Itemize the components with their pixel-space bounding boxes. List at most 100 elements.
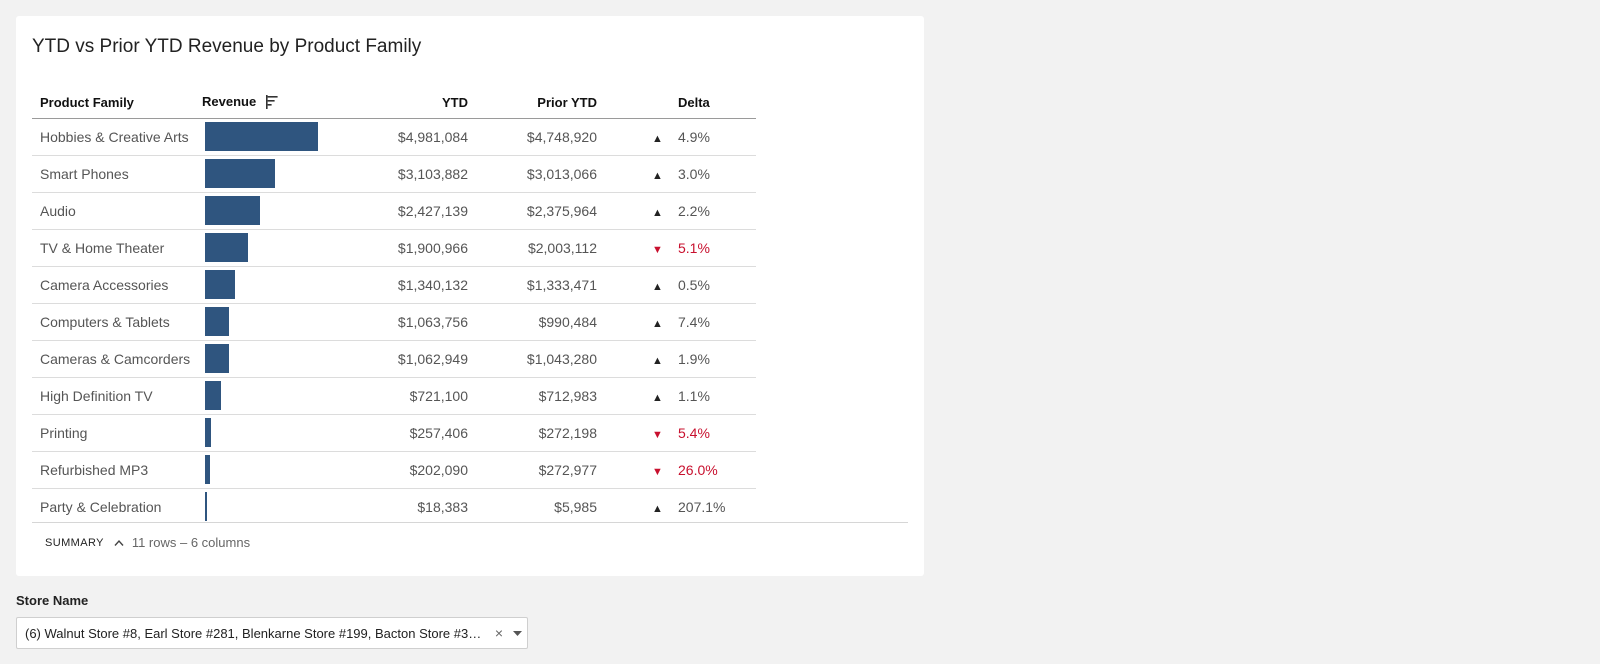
cell-prior-ytd: $3,013,066 <box>476 155 605 193</box>
cell-product-family: Refurbished MP3 <box>32 451 194 489</box>
table-row[interactable]: Refurbished MP3 $202,090 $272,977 ▼ 26.0% <box>32 451 756 489</box>
close-icon[interactable]: × <box>494 625 504 641</box>
triangle-up-icon: ▲ <box>652 391 663 404</box>
revenue-bar <box>205 196 261 225</box>
column-header-revenue[interactable]: Revenue <box>194 88 352 119</box>
triangle-up-icon: ▲ <box>652 502 663 515</box>
table-row[interactable]: Audio $2,427,139 $2,375,964 ▲ 2.2% <box>32 192 756 230</box>
cell-direction: ▼ <box>605 414 670 452</box>
table-row[interactable]: TV & Home Theater $1,900,966 $2,003,112 ▼ 5.… <box>32 229 756 267</box>
cell-product-family: Computers & Tablets <box>32 303 194 341</box>
cell-product-family: High Definition TV <box>32 377 194 415</box>
cell-product-family: Camera Accessories <box>32 266 194 304</box>
cell-direction: ▲ <box>605 340 670 378</box>
revenue-table-card: YTD vs Prior YTD Revenue by Product Fami… <box>16 16 924 576</box>
cell-revenue-bar <box>194 118 352 156</box>
column-header-product-family[interactable]: Product Family <box>32 88 194 119</box>
cell-ytd: $2,427,139 <box>352 192 476 230</box>
card-title: YTD vs Prior YTD Revenue by Product Fami… <box>32 36 422 57</box>
cell-ytd: $1,062,949 <box>352 340 476 378</box>
column-header-prior-ytd[interactable]: Prior YTD <box>476 88 605 119</box>
cell-prior-ytd: $712,983 <box>476 377 605 415</box>
column-header-label: Delta <box>678 95 710 111</box>
cell-delta: 0.5% <box>670 266 756 304</box>
revenue-bar <box>205 492 207 522</box>
cell-prior-ytd: $272,198 <box>476 414 605 452</box>
cell-direction: ▲ <box>605 118 670 156</box>
caret-down-icon[interactable] <box>513 624 522 642</box>
cell-revenue-bar <box>194 229 352 267</box>
cell-direction: ▲ <box>605 303 670 341</box>
cell-revenue-bar <box>194 377 352 415</box>
store-name-filter-select[interactable]: (6) Walnut Store #8, Earl Store #281, Bl… <box>16 617 528 649</box>
cell-prior-ytd: $272,977 <box>476 451 605 489</box>
cell-ytd: $4,981,084 <box>352 118 476 156</box>
column-header-ytd[interactable]: YTD <box>352 88 476 119</box>
chevron-up-icon[interactable] <box>114 534 124 552</box>
cell-product-family: Hobbies & Creative Arts <box>32 118 194 156</box>
column-header-label: Prior YTD <box>537 95 597 111</box>
cell-ytd: $1,340,132 <box>352 266 476 304</box>
column-header-label: Product Family <box>40 95 134 111</box>
cell-product-family: Cameras & Camcorders <box>32 340 194 378</box>
table-row[interactable]: Hobbies & Creative Arts $4,981,084 $4,748,… <box>32 118 756 156</box>
table-row[interactable]: Printing $257,406 $272,198 ▼ 5.4% <box>32 414 756 452</box>
cell-revenue-bar <box>194 451 352 489</box>
cell-prior-ytd: $5,985 <box>554 498 597 515</box>
triangle-down-icon: ▼ <box>652 243 663 256</box>
cell-prior-ytd: $1,333,471 <box>476 266 605 304</box>
revenue-bar <box>205 122 318 151</box>
column-header-label: Revenue <box>202 93 257 109</box>
table-row[interactable]: Party & Celebration $18,383 $5,985 ▲ 207.1% <box>32 488 756 525</box>
table-row[interactable]: Camera Accessories $1,340,132 $1,333,471 ▲ 0… <box>32 266 756 304</box>
revenue-bar <box>205 455 210 484</box>
column-header-label: YTD <box>442 95 468 111</box>
table-row[interactable]: Computers & Tablets $1,063,756 $990,484 ▲ 7.… <box>32 303 756 341</box>
triangle-up-icon: ▲ <box>652 280 663 293</box>
summary-info: 11 rows – 6 columns <box>131 535 251 550</box>
triangle-up-icon: ▲ <box>652 354 663 367</box>
cell-delta: 2.2% <box>670 192 756 230</box>
cell-prior-ytd: $990,484 <box>476 303 605 341</box>
cell-revenue-bar <box>194 340 352 378</box>
cell-delta: 7.4% <box>670 303 756 341</box>
triangle-up-icon: ▲ <box>652 132 663 145</box>
cell-ytd: $202,090 <box>352 451 476 489</box>
table-summary[interactable]: SUMMARY 11 rows – 6 columns <box>32 522 908 562</box>
cell-prior-ytd: $4,748,920 <box>476 118 605 156</box>
cell-ytd: $3,103,882 <box>352 155 476 193</box>
cell-delta: 4.9% <box>670 118 756 156</box>
cell-revenue-bar <box>194 488 352 525</box>
triangle-up-icon: ▲ <box>652 169 663 182</box>
summary-label: SUMMARY <box>45 536 104 549</box>
cell-product-family: Party & Celebration <box>40 498 162 515</box>
cell-delta: 1.1% <box>670 377 756 415</box>
revenue-bar <box>205 159 276 188</box>
cell-delta: 3.0% <box>670 155 756 193</box>
sort-descending-icon[interactable] <box>265 94 278 112</box>
revenue-table: Product Family Revenue YTD <box>32 88 756 525</box>
cell-delta: 5.4% <box>670 414 756 452</box>
triangle-down-icon: ▼ <box>652 428 663 441</box>
revenue-bar <box>205 307 230 336</box>
cell-revenue-bar <box>194 303 352 341</box>
store-name-filter-value[interactable]: (6) Walnut Store #8, Earl Store #281, Bl… <box>25 625 485 641</box>
table-row[interactable]: High Definition TV $721,100 $712,983 ▲ 1.1% <box>32 377 756 415</box>
cell-delta: 1.9% <box>670 340 756 378</box>
column-header-delta[interactable]: Delta <box>670 88 756 119</box>
triangle-up-icon: ▲ <box>652 317 663 330</box>
cell-delta: 207.1% <box>678 498 726 515</box>
revenue-bar <box>205 233 249 262</box>
cell-direction: ▲ <box>605 266 670 304</box>
cell-product-family: Audio <box>32 192 194 230</box>
table-row[interactable]: Cameras & Camcorders $1,062,949 $1,043,280… <box>32 340 756 378</box>
cell-delta: 26.0% <box>670 451 756 489</box>
cell-ytd: $18,383 <box>417 498 468 515</box>
table-row[interactable]: Smart Phones $3,103,882 $3,013,066 ▲ 3.0% <box>32 155 756 193</box>
cell-ytd: $257,406 <box>352 414 476 452</box>
cell-product-family: TV & Home Theater <box>32 229 194 267</box>
triangle-down-icon: ▼ <box>652 465 663 478</box>
cell-direction: ▲ <box>605 488 670 525</box>
cell-direction: ▼ <box>605 451 670 489</box>
cell-ytd: $721,100 <box>352 377 476 415</box>
